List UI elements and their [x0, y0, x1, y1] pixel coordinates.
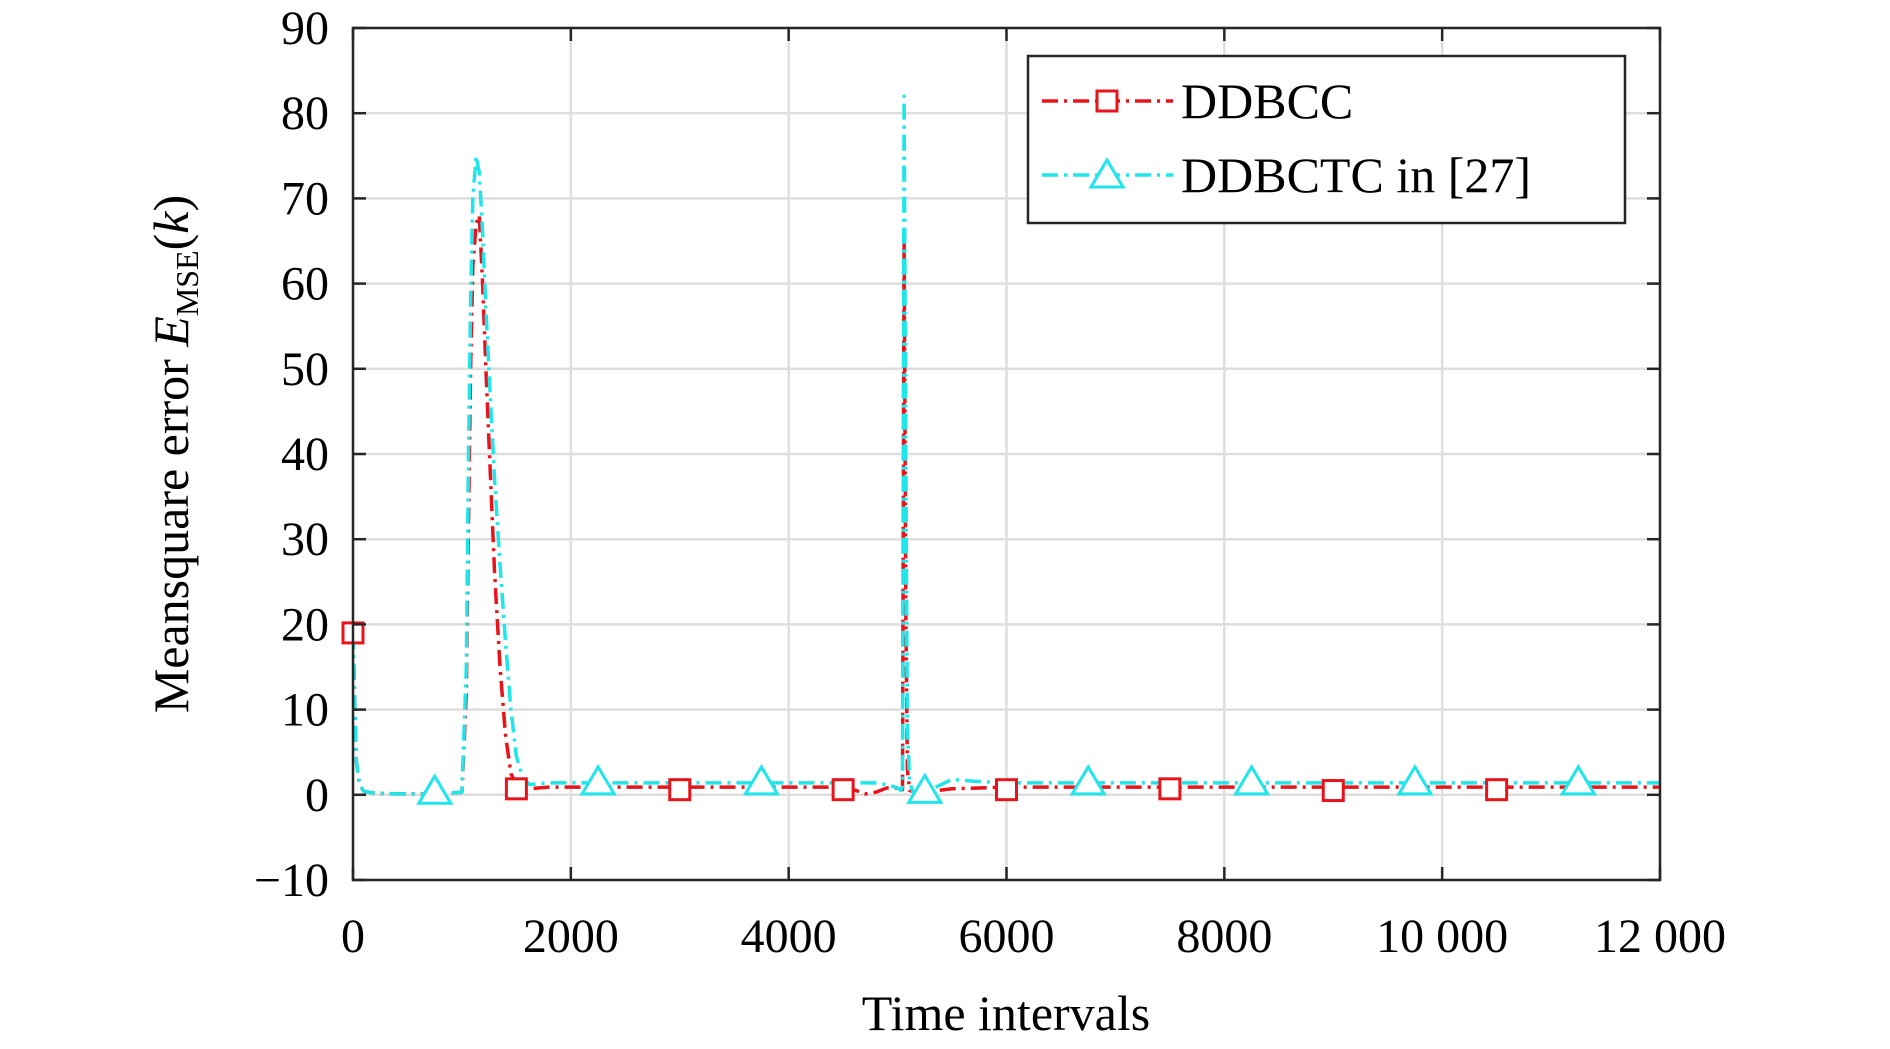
ticks — [351, 26, 1662, 882]
marker-ddbcc — [504, 777, 528, 801]
legend-box — [1026, 54, 1627, 225]
legend-marker-ddbcc — [1095, 89, 1119, 113]
y-tick-label: 70 — [281, 172, 329, 225]
marker-ddbcc — [995, 778, 1018, 802]
x-tick-label: 0 — [341, 910, 365, 963]
y-tick-label: 10 — [281, 684, 329, 737]
marker-layer — [341, 621, 1597, 805]
series-line-ddbctc — [353, 94, 1660, 796]
y-axis-title-argument: k — [143, 211, 199, 234]
y-tick-label: −10 — [254, 854, 329, 907]
marker-ddbctc — [1069, 763, 1107, 796]
legend: DDBCC DDBCTC in [27] — [1026, 54, 1627, 225]
legend-entry-ddbcc: DDBCC — [1042, 73, 1353, 129]
y-axis-title-paren-open: ( — [143, 234, 199, 251]
x-tick-label: 6000 — [959, 910, 1055, 963]
y-tick-label: 50 — [281, 343, 329, 396]
legend-entry-ddbctc: DDBCTC in [27] — [1042, 147, 1531, 203]
marker-ddbctc — [1559, 763, 1597, 796]
y-axis-title-symbol: E — [143, 316, 199, 348]
x-tick-label: 10 000 — [1376, 910, 1508, 963]
x-tick-label: 4000 — [741, 910, 837, 963]
marker-ddbcc — [831, 778, 855, 802]
y-tick-label: 0 — [305, 769, 329, 822]
marker-ddbcc — [668, 778, 692, 802]
marker-ddbctc — [579, 763, 617, 796]
marker-ddbctc — [416, 773, 454, 805]
y-axis-title-paren-close: ) — [143, 195, 199, 212]
marker-ddbctc — [906, 772, 944, 804]
marker-ddbcc — [1485, 778, 1509, 802]
y-tick-label: 20 — [281, 598, 329, 651]
marker-ddbctc — [1396, 763, 1434, 796]
y-tick-label: 60 — [281, 258, 329, 311]
marker-ddbctc — [742, 763, 781, 796]
legend-label-ddbcc: DDBCC — [1181, 73, 1353, 129]
y-axis-title-main: Meansquare error — [143, 359, 199, 713]
y-tick-label: 90 — [281, 2, 329, 55]
y-axis-title: Meansquare error EMSE(k) — [143, 195, 205, 713]
y-tick-label: 30 — [281, 513, 329, 566]
y-axis-title-subscript: MSE — [169, 250, 205, 316]
tick-labels: 0 2000 4000 6000 8000 10 000 12 000−1001020304… — [254, 2, 1726, 963]
x-tick-label: 8000 — [1176, 910, 1272, 963]
marker-ddbcc — [1158, 777, 1182, 801]
x-tick-label: 12 000 — [1594, 910, 1726, 963]
marker-ddbctc — [1232, 763, 1271, 796]
marker-ddbcc — [1321, 779, 1345, 803]
legend-label-ddbctc: DDBCTC in [27] — [1181, 147, 1531, 203]
x-tick-label: 2000 — [523, 910, 619, 963]
legend-marker-ddbctc — [1088, 157, 1126, 189]
x-axis-title: Time intervals — [862, 985, 1150, 1041]
y-tick-label: 80 — [281, 87, 329, 140]
y-tick-label: 40 — [281, 428, 329, 481]
